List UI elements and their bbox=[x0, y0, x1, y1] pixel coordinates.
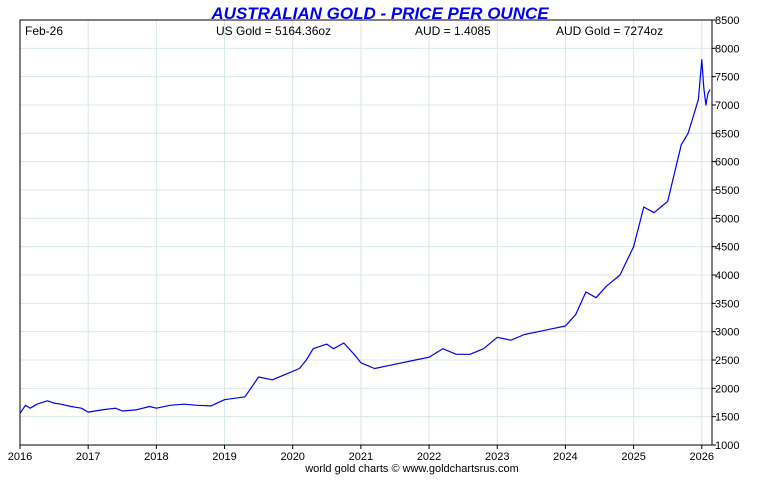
x-tick-label: 2024 bbox=[553, 451, 577, 463]
x-tick-label: 2016 bbox=[8, 451, 32, 463]
x-tick-label: 2025 bbox=[621, 451, 645, 463]
y-tick-label: 5000 bbox=[715, 213, 739, 225]
header-aud-rate: AUD = 1.4085 bbox=[415, 24, 491, 38]
y-tick-label: 2000 bbox=[715, 383, 739, 395]
plot-frame bbox=[19, 19, 713, 446]
y-tick-label: 8000 bbox=[715, 43, 739, 55]
y-tick-label: 6500 bbox=[715, 128, 739, 140]
x-tick-label: 2022 bbox=[417, 451, 441, 463]
y-tick-label: 4500 bbox=[715, 242, 739, 254]
header-us-gold: US Gold = 5164.36oz bbox=[216, 24, 331, 38]
x-tick-label: 2023 bbox=[485, 451, 509, 463]
y-tick-label: 7000 bbox=[715, 100, 739, 112]
y-tick-label: 1000 bbox=[715, 440, 739, 452]
y-tick-label: 5500 bbox=[715, 185, 739, 197]
x-tick-label: 2026 bbox=[690, 451, 714, 463]
y-tick-label: 7500 bbox=[715, 72, 739, 84]
y-axis: 1000 1500 2000 2500 3000 3500 4000 4500 5000 5500… bbox=[712, 15, 739, 452]
x-tick-label: 2017 bbox=[76, 451, 100, 463]
x-axis: 2016 2017 2018 2019 2020 2021 2022 2023 2024 2025… bbox=[8, 445, 714, 463]
y-tick-label: 8500 bbox=[715, 15, 739, 27]
x-tick-label: 2019 bbox=[212, 451, 236, 463]
x-tick-label: 2021 bbox=[349, 451, 373, 463]
y-tick-label: 1500 bbox=[715, 412, 739, 424]
y-tick-label: 3000 bbox=[715, 327, 739, 339]
y-tick-label: 2500 bbox=[715, 355, 739, 367]
y-tick-label: 6000 bbox=[715, 157, 739, 169]
header-date: Feb-26 bbox=[25, 24, 63, 38]
x-tick-label: 2018 bbox=[144, 451, 168, 463]
chart-title: AUSTRALIAN GOLD - PRICE PER OUNCE bbox=[210, 4, 549, 23]
series-line bbox=[19, 59, 711, 414]
chart-footer: world gold charts © www.goldchartsrus.co… bbox=[304, 463, 519, 475]
header-aud-gold: AUD Gold = 7274oz bbox=[556, 24, 663, 38]
x-tick-label: 2020 bbox=[280, 451, 304, 463]
y-tick-label: 4000 bbox=[715, 270, 739, 282]
y-tick-label: 3500 bbox=[715, 298, 739, 310]
series-layer bbox=[19, 59, 711, 414]
gridlines bbox=[20, 20, 712, 445]
